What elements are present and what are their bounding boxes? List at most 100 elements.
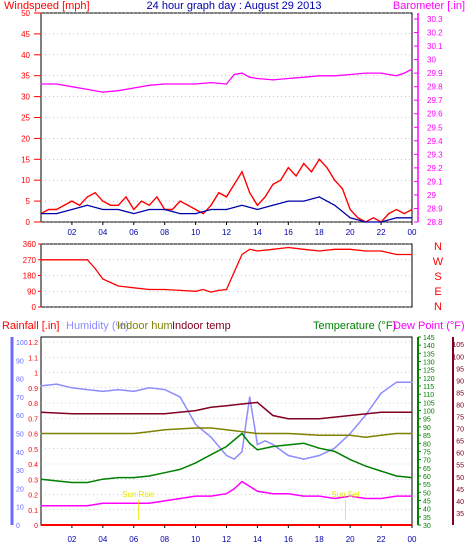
- direction-tick-label: 90: [27, 287, 36, 296]
- series-winddir-point: [287, 246, 289, 249]
- series-windspeed-point: [303, 162, 305, 165]
- series-temperature-point: [303, 442, 305, 444]
- series-indoor_temp-point: [71, 413, 73, 415]
- series-indoor_hum-point: [148, 431, 150, 433]
- series-barometer-point: [272, 79, 274, 81]
- series-dewpoint-point: [334, 497, 336, 500]
- series-windspeed-point: [79, 204, 81, 206]
- series-dewpoint-point: [380, 497, 382, 500]
- series-indoor_hum-point: [365, 436, 367, 438]
- series-humidity-point: [380, 392, 382, 394]
- compass-label: N: [434, 241, 442, 253]
- series-indoor_hum-point: [287, 432, 289, 435]
- dewpoint-tick-label: 40: [456, 499, 464, 506]
- wind-x-tick-label: 12: [222, 228, 231, 237]
- series-windspeed-point: [156, 196, 158, 198]
- rainfall-tick-label: 0.5: [28, 447, 38, 454]
- series-humidity-point: [303, 458, 305, 460]
- series-indoor_hum-point: [411, 432, 413, 435]
- temperature-tick-label: 45: [423, 498, 431, 505]
- series-winddir-point: [334, 248, 336, 250]
- series-windspeed-point: [357, 217, 359, 219]
- direction-tick-label: 180: [23, 272, 37, 281]
- wind-tick-label: 5: [26, 197, 31, 206]
- series-temperature-point: [195, 462, 197, 464]
- series-temperature-point: [148, 475, 150, 477]
- series-dewpoint-point: [133, 502, 135, 504]
- series-humidity-point: [256, 443, 258, 446]
- series-indoor_hum-point: [380, 434, 382, 436]
- barometer-tick-label: 28.8: [427, 218, 443, 227]
- series-windspeed-point: [148, 204, 150, 206]
- wind-x-tick-label: 14: [253, 228, 262, 237]
- series-indoor_hum-point: [318, 434, 320, 436]
- series-windspeed-point: [341, 188, 343, 190]
- dewpoint-tick-label: 100: [452, 354, 464, 361]
- series-dewpoint-point: [287, 493, 289, 495]
- series-dewpoint-point: [225, 493, 228, 495]
- series-temperature-point: [86, 481, 88, 484]
- wind-tick-label: 45: [21, 30, 30, 39]
- series-windspeed-point: [310, 171, 313, 173]
- series-barometer-point: [86, 88, 88, 90]
- series-windspeed-point: [102, 200, 104, 202]
- compass-label: W: [433, 256, 444, 268]
- series-windspeed-point: [225, 196, 228, 198]
- series-dewpoint-point: [395, 495, 398, 497]
- humidity-tick-label: 30: [16, 468, 24, 475]
- series-temperature: [40, 432, 413, 484]
- wind-x-tick-label: 16: [284, 228, 293, 237]
- series-dewpoint-point: [318, 495, 320, 497]
- series-winddir-point: [195, 290, 197, 292]
- series-winddir-point: [318, 250, 320, 252]
- temperature-x-tick-label: 04: [98, 535, 107, 544]
- series-winddir-point: [179, 289, 181, 291]
- series-humidity-point: [55, 383, 58, 385]
- series-indoor_temp-point: [210, 406, 212, 408]
- series-windspeed-point: [48, 208, 50, 211]
- series-barometer-point: [164, 83, 166, 85]
- series-barometer-point: [71, 86, 73, 88]
- series-windspeed-point: [264, 196, 266, 198]
- series-humidity: [40, 381, 412, 460]
- series-windspeed-point: [295, 175, 297, 177]
- series-humidity-point: [241, 451, 243, 453]
- series-winddir-point: [256, 250, 258, 252]
- barometer-tick-label: 29.7: [427, 96, 443, 105]
- series-barometer-point: [380, 72, 382, 74]
- series-dewpoint-point: [148, 502, 150, 504]
- temperature-x-tick-label: 12: [222, 535, 231, 544]
- series-humidity-point: [86, 389, 88, 391]
- series-temperature-point: [349, 459, 351, 461]
- temperature-tick-label: 110: [423, 392, 434, 399]
- series-windavg-point: [411, 217, 413, 219]
- series-winddir: [41, 246, 412, 293]
- series-windspeed-point: [334, 179, 336, 181]
- dewpoint-tick-label: 105: [452, 342, 464, 349]
- series-dewpoint-point: [117, 502, 119, 504]
- series-windspeed-point: [372, 217, 374, 219]
- dewpoint-tick-label: 75: [456, 415, 464, 422]
- temperature-tick-label: 80: [423, 441, 431, 448]
- series-winddir-point: [233, 271, 235, 273]
- wind-x-tick-label: 08: [160, 228, 169, 237]
- series-winddir-point: [102, 278, 104, 280]
- series-windspeed-point: [195, 208, 197, 211]
- series-windspeed-point: [125, 196, 127, 198]
- dewpoint-tick-label: 45: [456, 487, 464, 494]
- series-indoor_temp-point: [318, 418, 320, 420]
- series-winddir-point: [164, 288, 166, 291]
- temperature-tick-label: 115: [423, 384, 434, 391]
- series-indoor_temp-point: [225, 405, 228, 407]
- series-windavg-point: [71, 208, 73, 211]
- series-winddir-point: [225, 288, 228, 291]
- series-windavg-point: [164, 208, 166, 211]
- series-temperature-point: [117, 477, 119, 479]
- rainfall-tick-label: 0.6: [28, 432, 38, 439]
- series-dewpoint-point: [349, 495, 351, 497]
- series-barometer-point: [40, 83, 42, 85]
- series-windspeed-point: [411, 208, 413, 211]
- series-humidity-point: [287, 454, 289, 457]
- rainfall-tick-label: 0.3: [28, 477, 38, 484]
- series-indoor_temp-point: [287, 418, 289, 420]
